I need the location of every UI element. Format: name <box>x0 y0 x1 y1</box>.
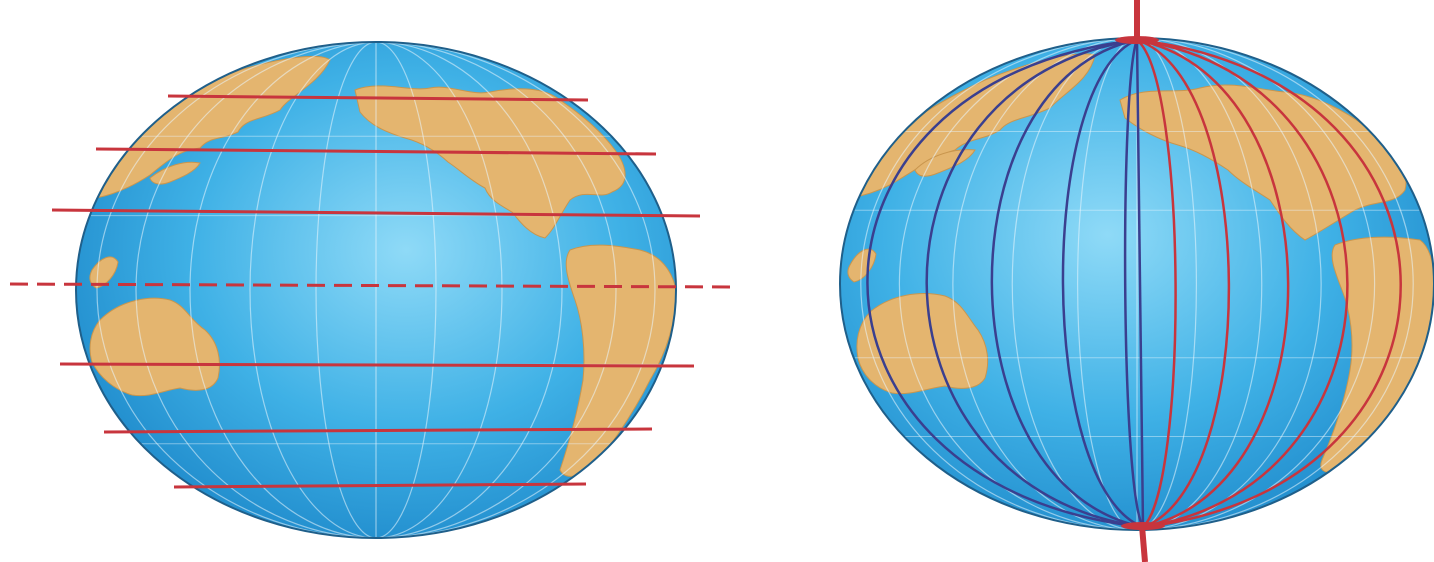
latitude-line <box>59 362 695 368</box>
south-pole-marker <box>1121 522 1165 530</box>
longitude-line <box>990 38 1144 529</box>
longitude-lines <box>866 38 1402 529</box>
latitude-lines <box>9 94 731 489</box>
equator-line <box>9 282 731 289</box>
longitude-line <box>1136 38 1349 529</box>
latitude-line <box>95 147 657 156</box>
latitude-line <box>167 94 589 102</box>
earth-axis-south <box>1139 525 1148 562</box>
longitude-line <box>925 38 1144 529</box>
longitude-line <box>1061 38 1144 529</box>
prime-longitude-line <box>1135 39 1145 528</box>
left-globe-parallels <box>9 41 731 539</box>
left-globe-outline <box>75 41 677 539</box>
left-land-australia <box>89 297 220 397</box>
longitude-line <box>866 38 1144 529</box>
latitude-line <box>103 427 653 434</box>
left-land-island <box>149 161 201 185</box>
grid-meridian <box>1011 38 1263 530</box>
grid-meridian <box>189 42 563 538</box>
grid-meridian <box>96 42 656 538</box>
north-pole-marker <box>1115 36 1159 44</box>
grid-meridian <box>952 38 1322 530</box>
longitude-line <box>1123 39 1145 528</box>
grid-meridian <box>135 42 617 538</box>
left-globe-land <box>89 55 676 477</box>
grid-meridian <box>898 38 1376 530</box>
longitude-line <box>1136 38 1402 529</box>
latitude-line <box>173 482 587 489</box>
longitude-line <box>1136 39 1177 528</box>
latitude-line <box>51 208 701 218</box>
longitude-line <box>1136 38 1231 529</box>
right-globe-meridians <box>839 0 1434 562</box>
longitude-line <box>1136 38 1290 529</box>
grid-meridian <box>1076 38 1197 530</box>
grid-meridian <box>249 42 503 538</box>
grid-meridian <box>860 38 1414 530</box>
grid-meridian <box>315 42 437 538</box>
